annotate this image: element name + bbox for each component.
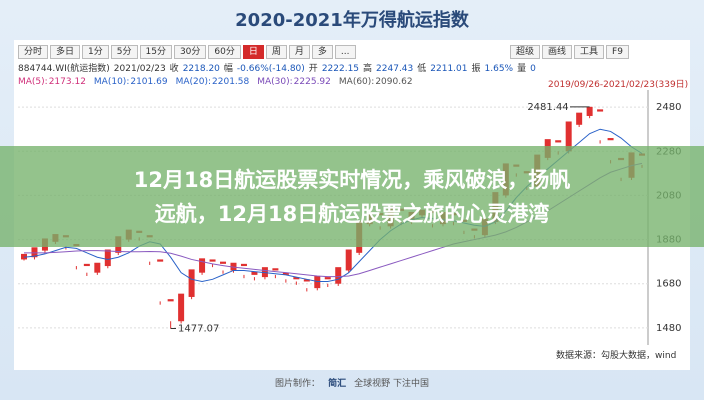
candle-body: [261, 267, 268, 278]
candle-body: [607, 138, 614, 141]
toolbar-button[interactable]: 超级: [510, 45, 541, 59]
toolbar-button[interactable]: 周: [265, 45, 287, 59]
overlay: 12月18日航运股票实时情况，乘风破浪，扬帆 远航，12月18日航运股票之旅的心…: [0, 146, 704, 247]
ma-label: MA(5):: [18, 77, 48, 87]
info-item: 2218.20: [182, 64, 220, 74]
ma-value: 2201.58: [212, 77, 250, 87]
info-item: 低: [417, 64, 427, 74]
toolbar-button[interactable]: 工具: [574, 45, 605, 59]
info-item: 收: [169, 64, 179, 74]
candle-body: [345, 249, 352, 271]
footer: 图片制作： 简汇 全球视野 下注中国: [0, 376, 704, 389]
candle-body: [199, 258, 206, 273]
info-item: 幅: [223, 64, 233, 74]
info-item: 884744.WI(航运指数): [18, 64, 110, 74]
toolbar-button[interactable]: 30分: [173, 45, 207, 59]
y-tick-label: 2480: [656, 102, 681, 113]
ma-value: 2101.69: [130, 77, 168, 87]
toolbar: 分时 多日 1分 5分 15分 30分 60分日周月多...: [18, 45, 358, 59]
ma-label: MA(60):: [338, 77, 375, 87]
candle-body: [83, 263, 90, 267]
overlay-line: 远航，12月18日航运股票之旅的心灵港湾: [154, 202, 550, 226]
toolbar-button[interactable]: 多日: [50, 45, 81, 59]
info-item: 2021/02/23: [113, 64, 166, 74]
toolbar-button[interactable]: 分时: [18, 45, 49, 59]
candle-body: [597, 109, 604, 112]
candle-body: [303, 279, 310, 282]
y-tick-label: 1680: [656, 279, 681, 290]
candle-body: [555, 140, 562, 143]
candle-body: [178, 293, 185, 322]
toolbar-button[interactable]: F9: [606, 45, 629, 59]
y-tick-label: 1480: [656, 323, 681, 334]
info-item: 量: [517, 64, 527, 74]
toolbar-button[interactable]: 月: [288, 45, 310, 59]
info-item: 开: [308, 64, 318, 74]
toolbar-right: 超级 画线 工具 F9: [510, 45, 631, 59]
date-range: 2019/09/26-2021/02/23(339日): [548, 80, 689, 90]
toolbar-button[interactable]: 60分: [208, 45, 241, 59]
info-line: 884744.WI(航运指数) 2021/02/23 收 2218.20 幅 -0.66%…: [18, 61, 540, 74]
ma-line: MA(5):2173.12 MA(10):2101.69 MA(20):2201.5…: [18, 77, 421, 87]
candle-body: [21, 253, 27, 260]
toolbar-button[interactable]: 画线: [542, 45, 573, 59]
candle-body: [94, 262, 101, 273]
footer-text: 简汇: [328, 379, 347, 389]
low-label: 1477.07: [178, 324, 219, 335]
info-item: 高: [363, 64, 373, 74]
candle-body: [282, 272, 289, 275]
toolbar-button[interactable]: 1分: [82, 45, 109, 59]
candle-body: [335, 267, 342, 284]
candle-body: [31, 247, 38, 258]
toolbar-button[interactable]: 日: [242, 45, 264, 59]
source: 数据来源：勾股大数据，wind: [556, 351, 677, 361]
candle-body: [230, 262, 237, 271]
candle-body: [324, 277, 331, 280]
info-item: 2247.43: [376, 64, 414, 74]
ma-label: MA(30):: [257, 77, 293, 87]
toolbar-button[interactable]: 15分: [139, 45, 172, 59]
ma-value: 2225.92: [293, 77, 331, 87]
candle-body: [586, 106, 593, 116]
candle-body: [314, 275, 321, 289]
toolbar-button[interactable]: ...: [334, 45, 356, 59]
info-item: 振: [471, 64, 481, 74]
candle-body: [188, 269, 195, 297]
ma-value: 2090.62: [375, 77, 413, 87]
info-item: 0: [530, 64, 536, 74]
overlay-line: 12月18日航运股票实时情况，乘风破浪，扬帆: [133, 168, 571, 192]
candle-body: [272, 268, 279, 271]
info-item: 2211.01: [430, 64, 468, 74]
info-item: -0.66%(-14.80): [236, 64, 305, 74]
toolbar-button[interactable]: 5分: [110, 45, 138, 59]
candle-body: [167, 299, 174, 302]
candle-body: [220, 261, 227, 264]
candle-body: [240, 263, 247, 267]
candle-body: [576, 112, 583, 125]
footer-text: 图片制作：: [275, 379, 321, 389]
ma-label: MA(10):: [93, 77, 130, 87]
candle-body: [565, 121, 572, 152]
info-item: 2222.15: [321, 64, 360, 74]
candle-body: [157, 259, 164, 262]
candle-body: [104, 249, 111, 267]
info-item: 1.65%: [484, 64, 514, 74]
footer-text: 全球视野 下注中国: [354, 379, 429, 389]
candle-body: [293, 277, 300, 280]
page-title: 2020-2021年万得航运指数: [235, 10, 469, 31]
ma-label: MA(20):: [175, 77, 212, 87]
toolbar-button[interactable]: 多: [311, 45, 333, 59]
ma-value: 2173.12: [48, 77, 86, 87]
candle-body: [209, 259, 216, 262]
candle-body: [251, 271, 258, 275]
high-label: 2481.44: [527, 102, 568, 113]
